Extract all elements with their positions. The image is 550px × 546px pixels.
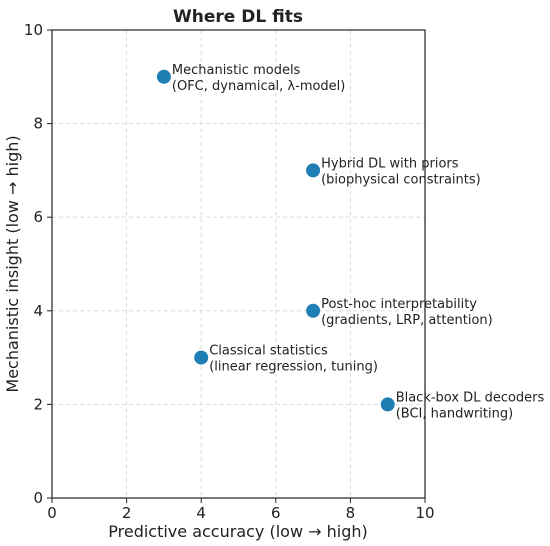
y-tick-label: 8: [33, 115, 43, 133]
point-label-detail: (gradients, LRP, attention): [321, 313, 493, 328]
y-tick-label: 0: [33, 489, 43, 507]
data-point: [156, 69, 171, 84]
point-label-title: Black-box DL decoders: [396, 390, 545, 405]
point-label-detail: (biophysical constraints): [321, 172, 481, 187]
plot-frame: [51, 29, 426, 499]
chart-title: Where DL fits: [173, 7, 303, 27]
point-label-title: Post-hoc interpretability: [321, 297, 477, 312]
x-axis-label: Predictive accuracy (low → high): [108, 522, 368, 541]
data-point: [194, 350, 209, 365]
y-tick-label: 10: [24, 21, 43, 39]
axis-ticks: 0 2 4 6 8 10 0 2 4 6 8 10: [24, 21, 435, 522]
x-tick-label: 10: [415, 504, 434, 522]
point-label-title: Classical statistics: [209, 344, 328, 359]
x-tick-label: 6: [271, 504, 281, 522]
point-label-title: Mechanistic models: [172, 63, 301, 78]
data-point: [306, 163, 321, 178]
data-points: Mechanistic models(OFC, dynamical, λ-mod…: [156, 63, 545, 421]
point-label-detail: (OFC, dynamical, λ-model): [172, 79, 345, 94]
y-axis-label: Mechanistic insight (low → high): [3, 135, 22, 392]
grid: [51, 29, 426, 499]
point-label-title: Hybrid DL with priors: [321, 156, 459, 171]
y-tick-label: 2: [33, 395, 43, 413]
x-tick-label: 8: [346, 504, 356, 522]
x-tick-label: 0: [47, 504, 57, 522]
data-point: [306, 303, 321, 318]
data-point: [380, 397, 395, 412]
y-tick-label: 4: [33, 302, 43, 320]
y-tick-label: 6: [33, 208, 43, 226]
x-tick-label: 2: [122, 504, 132, 522]
point-label-detail: (linear regression, tuning): [209, 360, 378, 375]
x-tick-label: 4: [196, 504, 206, 522]
point-label-detail: (BCI, handwriting): [396, 406, 514, 421]
